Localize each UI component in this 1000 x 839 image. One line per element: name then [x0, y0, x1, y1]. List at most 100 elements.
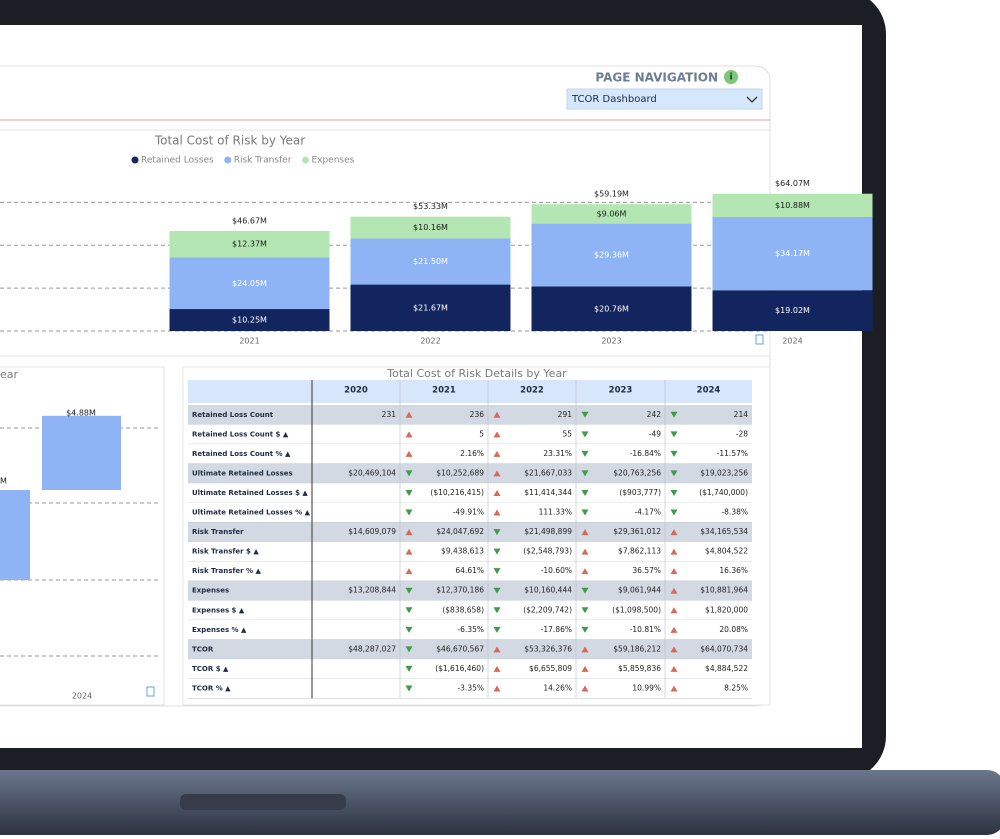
nav-dropdown-text: TCOR Dashboard: [571, 94, 657, 105]
data-label: $12.37M: [232, 240, 267, 249]
x-tick-label: 2023: [601, 337, 621, 346]
dropdown-caret: [746, 96, 758, 103]
focus-icon[interactable]: [146, 686, 155, 697]
arrow-down-icon: [405, 626, 413, 633]
data-label: $21.67M: [413, 303, 448, 312]
arrow-up-icon: [405, 450, 413, 457]
row-label: Expenses $ ▲: [192, 606, 245, 614]
table-cell: -10.60%: [541, 566, 572, 575]
arrow-down-icon: [581, 509, 589, 516]
data-label: $10.16M: [413, 223, 448, 232]
arrow-up-icon: [581, 685, 589, 692]
arrow-up-icon: [493, 411, 501, 418]
table-cell: $24,047,692: [436, 527, 484, 536]
x-tick-label: 2021: [239, 337, 259, 346]
arrow-up-icon: [405, 568, 413, 575]
table-cell: -49: [649, 429, 661, 438]
table-cell: $20,763,256: [613, 468, 661, 477]
arrow-up-icon: [670, 646, 678, 653]
arrow-down-icon: [670, 509, 678, 516]
table-row-bg: [188, 678, 752, 699]
table-cell: ($10,216,415): [430, 488, 484, 497]
laptop-notch: [180, 794, 346, 810]
arrow-up-icon: [581, 568, 589, 575]
table-cell: -11.57%: [717, 449, 748, 458]
table-cell: 2.16%: [460, 449, 484, 458]
table-cell: 36.57%: [632, 566, 661, 575]
table-cell: $34,165,534: [700, 527, 748, 536]
arrow-down-icon: [493, 587, 501, 594]
bar-segment: [531, 286, 692, 331]
table-cell: -8.38%: [721, 508, 748, 517]
table-cell: 214: [734, 410, 749, 419]
table-cell: -3.35%: [457, 683, 484, 692]
row-label: Ultimate Retained Losses $ ▲: [192, 489, 308, 497]
arrow-up-icon: [670, 665, 678, 672]
arrow-down-icon: [405, 607, 413, 614]
table-cell: 5: [479, 429, 484, 438]
table-cell: ($1,098,500): [612, 605, 661, 614]
bar-segment: [712, 217, 873, 291]
chart-title: Total Cost of Risk by Year: [154, 134, 305, 148]
table-cell: 14.26%: [543, 683, 572, 692]
arrow-down-icon: [493, 626, 501, 633]
table-cell: 64.61%: [455, 566, 484, 575]
arrow-down-icon: [581, 489, 589, 496]
bar-segment: [169, 257, 330, 310]
table-cell: $10,252,689: [436, 468, 484, 477]
arrow-down-icon: [405, 587, 413, 594]
table-cell: -28: [736, 429, 748, 438]
arrow-up-icon: [493, 509, 501, 516]
table-cell: 242: [647, 410, 662, 419]
arrow-down-icon: [493, 607, 501, 614]
nav-dropdown[interactable]: [566, 88, 763, 110]
table-cell: 16.36%: [719, 566, 748, 575]
table-cell: -10.81%: [630, 625, 661, 634]
table-cell: $64,070,734: [700, 644, 748, 653]
row-label: Expenses % ▲: [192, 626, 247, 634]
bar-segment: [350, 284, 511, 331]
focus-icon[interactable]: [755, 334, 764, 345]
table-cell: 10.99%: [632, 683, 661, 692]
row-label: Retained Loss Count $ ▲: [192, 430, 289, 438]
row-label: TCOR % ▲: [192, 684, 231, 692]
table-cell: ($903,777): [619, 488, 661, 497]
data-label: $10.25M: [232, 316, 267, 325]
table-row-bg: [188, 424, 752, 445]
info-icon-text: i: [729, 73, 732, 83]
arrow-up-icon: [581, 665, 589, 672]
table-cell: 231: [382, 410, 397, 419]
table-cell: $9,061,944: [618, 586, 661, 595]
table-cell: $12,370,186: [436, 586, 484, 595]
table-cell: ($1,740,000): [699, 488, 748, 497]
arrow-up-icon: [581, 529, 589, 536]
info-icon[interactable]: [724, 70, 738, 84]
table-cell: $48,287,027: [348, 644, 396, 653]
table-row-bg: [188, 522, 752, 542]
arrow-down-icon: [581, 431, 589, 438]
arrow-down-icon: [670, 411, 678, 418]
legend-dot: [224, 156, 232, 164]
table-cell: $4,884,522: [705, 664, 748, 673]
arrow-up-icon: [670, 587, 678, 594]
table-cell: $10,160,444: [524, 586, 572, 595]
arrow-up-icon: [405, 548, 413, 555]
table-cell: $14,609,079: [348, 527, 396, 536]
bar-segment: [531, 223, 692, 287]
x-tick-label: 2024: [782, 337, 802, 346]
table-cell: -6.35%: [457, 625, 484, 634]
table-cell: $6,655,809: [529, 664, 572, 673]
table-cell: $29,361,012: [613, 527, 661, 536]
table-cell: $20,469,104: [348, 468, 396, 477]
left-chart-title: ear: [0, 368, 19, 381]
table-row-bg: [188, 620, 752, 640]
arrow-up-icon: [670, 568, 678, 575]
table-row-bg: [188, 541, 752, 562]
legend-label: Expenses: [311, 156, 354, 166]
table-cell: -4.17%: [634, 508, 661, 517]
bar-segment: [350, 216, 511, 239]
table-cell: $10,881,964: [700, 586, 748, 595]
table-cell: $59,186,212: [613, 644, 661, 653]
data-label: $19.02M: [775, 306, 810, 315]
arrow-down-icon: [405, 646, 413, 653]
